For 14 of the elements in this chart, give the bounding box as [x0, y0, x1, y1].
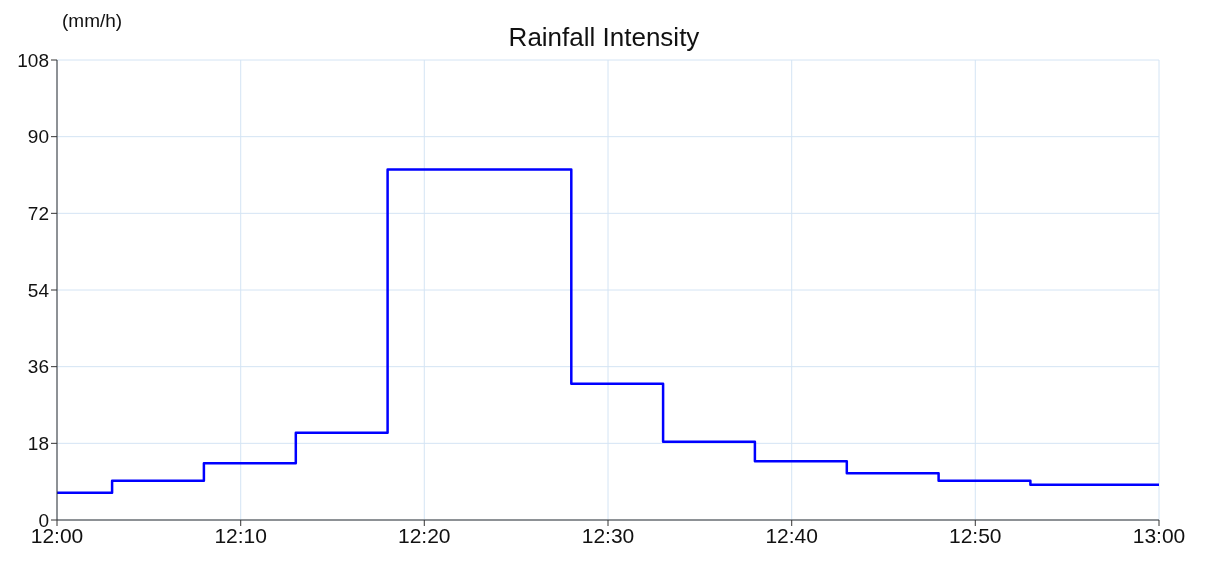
y-tick-label: 54	[27, 279, 50, 301]
chart-title: Rainfall Intensity	[508, 22, 700, 52]
y-tick-label: 72	[27, 203, 49, 225]
x-tick-label: 12:40	[765, 523, 818, 547]
x-tick-label: 12:20	[398, 523, 451, 547]
x-tick-label: 12:50	[949, 523, 1002, 547]
x-tick-label: 12:10	[214, 523, 267, 547]
y-tick-label: 108	[17, 49, 49, 71]
y-tick-label: 36	[27, 356, 49, 378]
x-tick-label: 13:00	[1132, 523, 1186, 547]
x-tick-label: 12:30	[581, 523, 635, 547]
y-axis-title: (mm/h)	[62, 10, 123, 32]
y-tick-label: 18	[27, 433, 49, 455]
y-tick-label: 90	[27, 126, 49, 148]
